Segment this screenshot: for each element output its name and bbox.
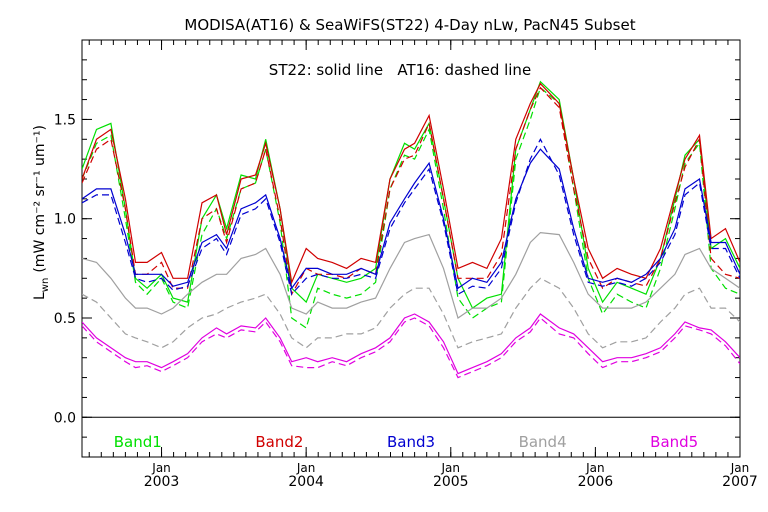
x-tick-label-month: Jan	[730, 461, 750, 475]
y-tick-label: 1.0	[54, 212, 76, 228]
y-axis-label: Lwn (mW cm⁻² sr⁻¹ um⁻¹)	[32, 125, 51, 300]
x-tick-label-year: 2005	[433, 474, 469, 490]
x-tick-label-year: 2007	[722, 474, 758, 490]
y-tick-label: 1.5	[54, 112, 76, 128]
svg-text:Lwn(mW cm⁻² sr⁻¹ um⁻¹): Lwn (mW cm⁻² sr⁻¹ um⁻¹)	[32, 125, 51, 300]
series-line-band5-st22	[82, 313, 740, 375]
y-axis-label-units: (mW cm⁻² sr⁻¹ um⁻¹)	[32, 125, 48, 273]
chart-title: MODISA(AT16) & SeaWiFS(ST22) 4-Day nLw, …	[184, 16, 635, 34]
series-line-band2-at16	[82, 86, 740, 297]
legend-label-band5: Band5	[650, 433, 698, 451]
x-tick-label-month: Jan	[296, 461, 316, 475]
series-line-band5-at16	[82, 317, 740, 379]
y-tick-label: 0.5	[54, 311, 76, 327]
series-line-band4-at16	[82, 277, 740, 349]
x-tick-label-year: 2006	[578, 474, 614, 490]
legend-label-band1: Band1	[114, 433, 162, 451]
x-tick-label-month: Jan	[151, 461, 171, 475]
series-line-band3-at16	[82, 137, 740, 296]
legend-label-band2: Band2	[255, 433, 303, 451]
x-tick-label-year: 2003	[144, 474, 180, 490]
series-line-band1-at16	[82, 86, 740, 329]
plot-area: 0.00.51.01.5Jan2003Jan2004Jan2005Jan2006…	[54, 39, 758, 490]
x-tick-label-year: 2004	[288, 474, 324, 490]
x-tick-label-month: Jan	[585, 461, 605, 475]
series-line-band1-st22	[82, 80, 740, 309]
legend-label-band3: Band3	[387, 433, 435, 451]
plot-frame	[81, 39, 741, 458]
y-axis-label-subscript: wn	[40, 278, 51, 293]
y-axis-label-main: L	[32, 292, 48, 300]
series-line-band3-st22	[82, 148, 740, 290]
series-line-band4-st22	[82, 231, 740, 319]
legend-label-band4: Band4	[519, 433, 567, 451]
x-tick-label-month: Jan	[441, 461, 461, 475]
y-tick-label: 0.0	[54, 410, 76, 426]
series-line-band2-st22	[82, 82, 740, 285]
line-style-annotation: ST22: solid line AT16: dashed line	[269, 61, 531, 79]
